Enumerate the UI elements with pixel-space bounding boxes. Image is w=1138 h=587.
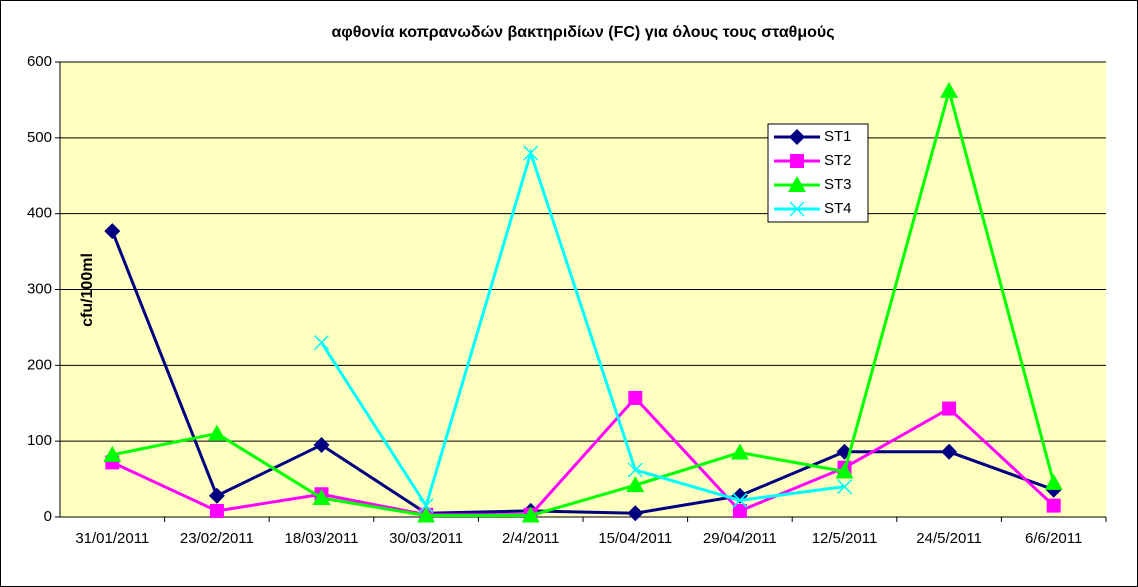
legend-marker <box>789 201 805 217</box>
marker <box>732 503 747 518</box>
marker <box>627 462 643 478</box>
marker <box>1046 498 1061 513</box>
x-tick-label: 18/03/2011 <box>285 530 359 547</box>
marker <box>418 498 434 514</box>
x-tick-label: 29/04/2011 <box>703 530 777 547</box>
y-tick-label: 600 <box>27 53 52 70</box>
series-line <box>320 147 845 510</box>
x-tick-label: 23/02/2011 <box>180 530 254 547</box>
marker <box>103 445 122 462</box>
x-tick-label: 30/03/2011 <box>389 530 463 547</box>
marker <box>313 436 330 453</box>
series-line <box>110 230 1055 515</box>
marker <box>626 476 645 493</box>
x-tick-label: 12/5/2011 <box>812 530 878 547</box>
chart-title: αφθονία κοπρανωδών βακτηριδίων (FC) για … <box>331 24 834 41</box>
legend-marker <box>788 176 806 192</box>
legend-label: ST4 <box>824 200 852 217</box>
y-tick-label: 200 <box>27 356 52 373</box>
legend-label: ST3 <box>824 176 852 193</box>
marker <box>313 335 330 351</box>
marker <box>941 443 958 460</box>
x-tick-label: 15/04/2011 <box>598 530 672 547</box>
marker <box>207 424 226 441</box>
series-line <box>111 395 1055 517</box>
marker <box>942 401 957 416</box>
marker <box>417 506 436 523</box>
y-tick-label: 100 <box>27 432 52 449</box>
marker <box>208 487 225 504</box>
marker <box>732 492 748 508</box>
marker <box>627 505 644 522</box>
legend-marker <box>789 129 805 145</box>
y-tick-label: 500 <box>27 129 52 146</box>
marker <box>940 81 959 98</box>
marker <box>730 443 749 460</box>
x-tick-label: 2/4/2011 <box>502 530 559 547</box>
x-tick-label: 24/5/2011 <box>916 530 982 547</box>
series-line <box>112 85 1056 517</box>
y-tick-label: 300 <box>27 280 52 297</box>
legend-marker <box>790 154 804 168</box>
marker <box>523 145 539 161</box>
marker <box>209 503 224 518</box>
marker <box>1044 473 1063 490</box>
x-tick-label: 31/01/2011 <box>75 530 149 547</box>
y-tick-label: 400 <box>27 205 52 222</box>
x-tick-label: 6/6/2011 <box>1025 530 1082 547</box>
marker <box>312 489 331 506</box>
marker <box>628 390 643 405</box>
marker <box>521 506 540 523</box>
marker <box>835 462 854 479</box>
marker <box>104 223 121 240</box>
legend-label: ST1 <box>824 128 852 145</box>
legend-box <box>767 123 869 223</box>
y-tick-label: 0 <box>44 508 52 525</box>
legend-label: ST2 <box>824 152 852 169</box>
marker <box>836 479 853 495</box>
